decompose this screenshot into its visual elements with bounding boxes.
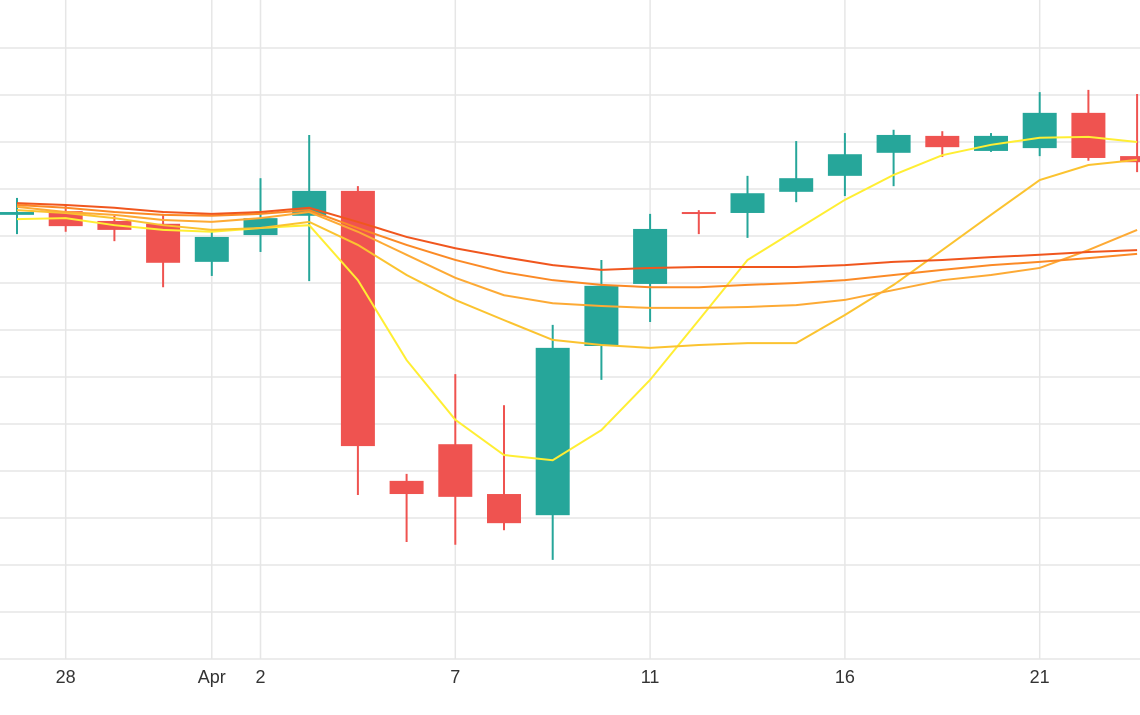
candle-body: [487, 494, 521, 524]
candle-body: [0, 212, 34, 215]
candle-body: [535, 347, 570, 516]
candle-body: [1120, 156, 1140, 163]
moving-average-line: [16, 158, 1138, 349]
candle-body: [438, 444, 473, 497]
moving-average-line: [16, 135, 1138, 462]
x-tick-label: Apr: [198, 667, 226, 687]
x-tick-label: 2: [255, 667, 265, 687]
x-tick-label: 7: [450, 667, 460, 687]
candle-body: [584, 285, 619, 346]
x-tick-label: 21: [1030, 667, 1050, 687]
candle-body: [340, 190, 375, 447]
candle-body: [681, 212, 716, 215]
moving-average-line: [16, 202, 1138, 271]
candle-body: [730, 193, 765, 213]
candle-body: [779, 178, 814, 192]
candle-body: [389, 480, 424, 495]
candle-body: [876, 134, 911, 153]
candle-body: [243, 218, 278, 236]
candle-body: [1071, 112, 1106, 158]
candle-body: [633, 228, 668, 284]
x-tick-label: 16: [835, 667, 855, 687]
candle-body: [827, 154, 862, 176]
moving-average-line: [16, 205, 1138, 309]
x-tick-label: 28: [56, 667, 76, 687]
candle-body: [925, 135, 960, 148]
candle-body: [194, 236, 229, 262]
candle-body: [1022, 112, 1057, 149]
x-tick-label: 11: [641, 667, 660, 687]
moving-average-line: [16, 203, 1138, 289]
